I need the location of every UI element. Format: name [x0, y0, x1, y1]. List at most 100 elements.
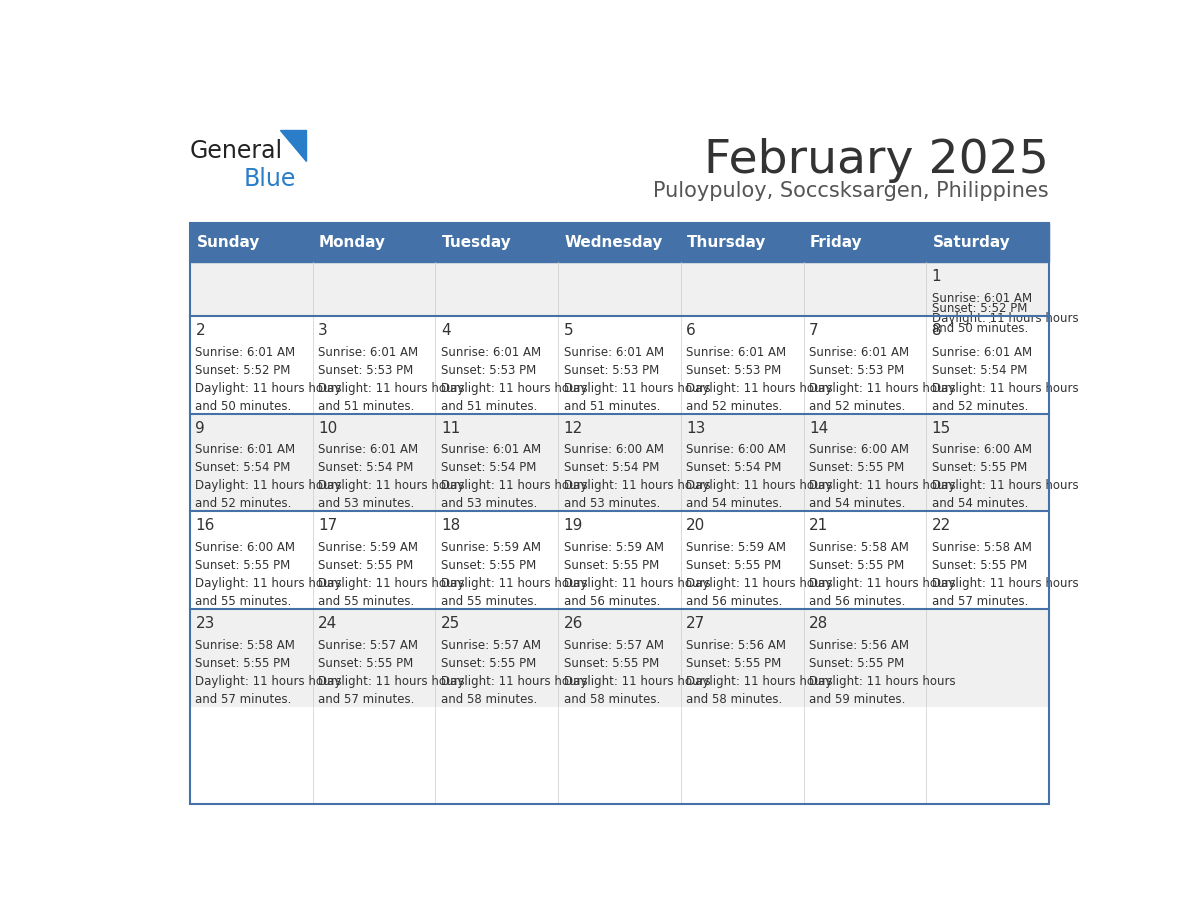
Bar: [312, 223, 435, 263]
Text: and 58 minutes.: and 58 minutes.: [441, 693, 537, 706]
Text: Blue: Blue: [244, 167, 296, 192]
Text: Sunset: 5:54 PM: Sunset: 5:54 PM: [687, 462, 782, 475]
Text: Daylight: 11 hours hours: Daylight: 11 hours hours: [318, 479, 465, 492]
Text: and 51 minutes.: and 51 minutes.: [318, 399, 415, 413]
Text: Sunrise: 6:01 AM: Sunrise: 6:01 AM: [931, 292, 1032, 305]
Text: Sunrise: 5:59 AM: Sunrise: 5:59 AM: [687, 541, 786, 554]
Text: Sunrise: 6:01 AM: Sunrise: 6:01 AM: [441, 443, 541, 456]
Text: Sunset: 5:54 PM: Sunset: 5:54 PM: [563, 462, 659, 475]
Text: Daylight: 11 hours hours: Daylight: 11 hours hours: [318, 382, 465, 395]
Bar: [190, 413, 1049, 511]
Text: 27: 27: [687, 616, 706, 631]
Text: Sunset: 5:54 PM: Sunset: 5:54 PM: [931, 364, 1028, 376]
Text: and 56 minutes.: and 56 minutes.: [809, 595, 905, 608]
Text: Daylight: 11 hours hours: Daylight: 11 hours hours: [196, 479, 342, 492]
Text: Sunset: 5:55 PM: Sunset: 5:55 PM: [687, 656, 782, 670]
Text: Sunrise: 6:01 AM: Sunrise: 6:01 AM: [931, 345, 1032, 359]
Text: Sunrise: 5:57 AM: Sunrise: 5:57 AM: [441, 639, 541, 652]
Text: Daylight: 11 hours hours: Daylight: 11 hours hours: [931, 479, 1079, 492]
Polygon shape: [280, 130, 307, 161]
Text: and 53 minutes.: and 53 minutes.: [318, 498, 415, 510]
Text: Sunrise: 6:01 AM: Sunrise: 6:01 AM: [318, 345, 418, 359]
Text: Sunset: 5:55 PM: Sunset: 5:55 PM: [809, 559, 904, 572]
Text: and 52 minutes.: and 52 minutes.: [196, 498, 292, 510]
Text: 15: 15: [931, 420, 952, 436]
Text: 12: 12: [563, 420, 583, 436]
Text: General: General: [190, 140, 283, 163]
Text: Sunset: 5:55 PM: Sunset: 5:55 PM: [318, 656, 413, 670]
Text: Sunrise: 5:56 AM: Sunrise: 5:56 AM: [809, 639, 909, 652]
Text: 18: 18: [441, 519, 460, 533]
Text: Sunrise: 5:59 AM: Sunrise: 5:59 AM: [441, 541, 541, 554]
Text: 3: 3: [318, 323, 328, 338]
Bar: [190, 223, 1049, 804]
Text: 13: 13: [687, 420, 706, 436]
Text: 10: 10: [318, 420, 337, 436]
Text: Daylight: 11 hours hours: Daylight: 11 hours hours: [563, 675, 710, 688]
Text: and 55 minutes.: and 55 minutes.: [441, 595, 537, 608]
Text: and 52 minutes.: and 52 minutes.: [809, 399, 905, 413]
Bar: [190, 263, 1049, 316]
Text: 23: 23: [196, 616, 215, 631]
Text: and 51 minutes.: and 51 minutes.: [441, 399, 537, 413]
Text: Sunrise: 5:56 AM: Sunrise: 5:56 AM: [687, 639, 786, 652]
Text: Sunrise: 6:00 AM: Sunrise: 6:00 AM: [931, 443, 1031, 456]
Text: and 50 minutes.: and 50 minutes.: [196, 399, 292, 413]
Text: 7: 7: [809, 323, 819, 338]
Text: and 54 minutes.: and 54 minutes.: [687, 498, 783, 510]
Text: Daylight: 11 hours hours: Daylight: 11 hours hours: [687, 479, 833, 492]
Text: Daylight: 11 hours hours: Daylight: 11 hours hours: [441, 382, 588, 395]
Text: and 55 minutes.: and 55 minutes.: [196, 595, 292, 608]
Text: Thursday: Thursday: [687, 235, 766, 251]
Text: February 2025: February 2025: [704, 139, 1049, 184]
Text: Daylight: 11 hours hours: Daylight: 11 hours hours: [441, 577, 588, 590]
Text: Sunrise: 6:01 AM: Sunrise: 6:01 AM: [687, 345, 786, 359]
Text: Daylight: 11 hours hours: Daylight: 11 hours hours: [196, 675, 342, 688]
Text: Sunrise: 5:58 AM: Sunrise: 5:58 AM: [809, 541, 909, 554]
Text: and 51 minutes.: and 51 minutes.: [563, 399, 661, 413]
Text: Daylight: 11 hours hours: Daylight: 11 hours hours: [931, 312, 1079, 325]
Text: Sunset: 5:53 PM: Sunset: 5:53 PM: [441, 364, 536, 376]
Text: 22: 22: [931, 519, 952, 533]
Text: Daylight: 11 hours hours: Daylight: 11 hours hours: [687, 675, 833, 688]
Text: Daylight: 11 hours hours: Daylight: 11 hours hours: [687, 382, 833, 395]
Text: Sunset: 5:53 PM: Sunset: 5:53 PM: [563, 364, 659, 376]
Text: Sunset: 5:55 PM: Sunset: 5:55 PM: [931, 462, 1026, 475]
Text: 6: 6: [687, 323, 696, 338]
Text: Sunrise: 6:01 AM: Sunrise: 6:01 AM: [196, 345, 296, 359]
Text: Daylight: 11 hours hours: Daylight: 11 hours hours: [809, 382, 955, 395]
Text: and 52 minutes.: and 52 minutes.: [687, 399, 783, 413]
Text: Sunset: 5:55 PM: Sunset: 5:55 PM: [441, 559, 536, 572]
Text: Friday: Friday: [810, 235, 862, 251]
Text: Sunrise: 6:01 AM: Sunrise: 6:01 AM: [441, 345, 541, 359]
Text: Daylight: 11 hours hours: Daylight: 11 hours hours: [196, 382, 342, 395]
Text: Daylight: 11 hours hours: Daylight: 11 hours hours: [809, 479, 955, 492]
Text: Daylight: 11 hours hours: Daylight: 11 hours hours: [563, 479, 710, 492]
Text: and 58 minutes.: and 58 minutes.: [563, 693, 659, 706]
Text: Sunday: Sunday: [196, 235, 260, 251]
Text: Wednesday: Wednesday: [564, 235, 663, 251]
Text: Sunset: 5:55 PM: Sunset: 5:55 PM: [196, 559, 291, 572]
Text: and 56 minutes.: and 56 minutes.: [687, 595, 783, 608]
Text: Daylight: 11 hours hours: Daylight: 11 hours hours: [563, 382, 710, 395]
Text: Sunset: 5:54 PM: Sunset: 5:54 PM: [441, 462, 536, 475]
Text: Sunset: 5:55 PM: Sunset: 5:55 PM: [809, 462, 904, 475]
Bar: [190, 609, 1049, 707]
Text: Sunset: 5:53 PM: Sunset: 5:53 PM: [318, 364, 413, 376]
Text: Sunset: 5:55 PM: Sunset: 5:55 PM: [441, 656, 536, 670]
Text: Sunset: 5:55 PM: Sunset: 5:55 PM: [318, 559, 413, 572]
Text: Sunset: 5:53 PM: Sunset: 5:53 PM: [687, 364, 782, 376]
Text: Sunrise: 6:01 AM: Sunrise: 6:01 AM: [809, 345, 909, 359]
Text: Sunrise: 6:01 AM: Sunrise: 6:01 AM: [318, 443, 418, 456]
Text: Sunrise: 6:01 AM: Sunrise: 6:01 AM: [196, 443, 296, 456]
Text: Daylight: 11 hours hours: Daylight: 11 hours hours: [563, 577, 710, 590]
Text: and 57 minutes.: and 57 minutes.: [196, 693, 292, 706]
Text: and 52 minutes.: and 52 minutes.: [931, 399, 1028, 413]
Text: Sunset: 5:52 PM: Sunset: 5:52 PM: [196, 364, 291, 376]
Text: Sunset: 5:55 PM: Sunset: 5:55 PM: [563, 559, 659, 572]
Text: Daylight: 11 hours hours: Daylight: 11 hours hours: [931, 577, 1079, 590]
Text: Sunset: 5:53 PM: Sunset: 5:53 PM: [809, 364, 904, 376]
Text: and 59 minutes.: and 59 minutes.: [809, 693, 905, 706]
Text: Sunset: 5:55 PM: Sunset: 5:55 PM: [809, 656, 904, 670]
Text: Daylight: 11 hours hours: Daylight: 11 hours hours: [318, 577, 465, 590]
